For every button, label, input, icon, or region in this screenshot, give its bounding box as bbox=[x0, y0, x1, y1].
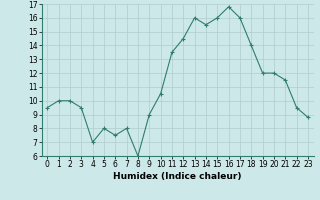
X-axis label: Humidex (Indice chaleur): Humidex (Indice chaleur) bbox=[113, 172, 242, 181]
